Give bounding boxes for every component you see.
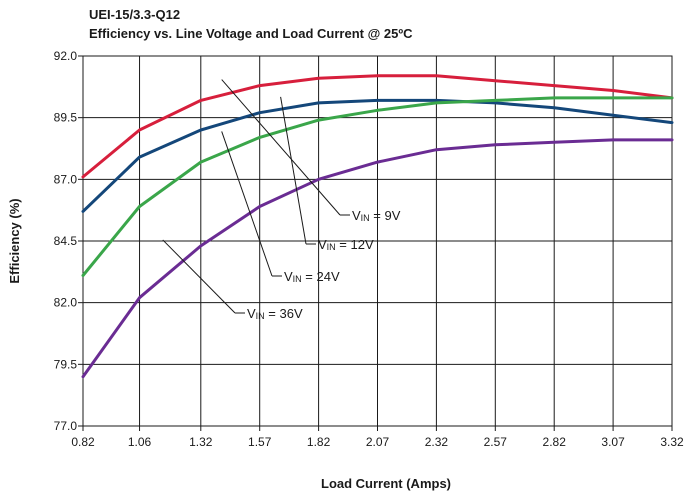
data-point (377, 75, 378, 77)
data-point (671, 122, 673, 124)
data-point (435, 102, 437, 104)
data-point (494, 80, 496, 82)
data-point (671, 97, 673, 99)
data-point (435, 75, 437, 77)
y-tick-label: 79.5 (54, 357, 78, 371)
y-axis-title: Efficiency (%) (7, 198, 22, 283)
data-point (318, 102, 320, 104)
series-label-value: = 24V (302, 269, 340, 284)
series-label-value: = 12V (336, 237, 374, 252)
x-tick-label: 3.07 (601, 435, 625, 449)
data-point (139, 129, 141, 131)
data-point (82, 376, 84, 378)
x-tick-label: 2.07 (366, 435, 390, 449)
x-tick-label: 3.32 (660, 435, 684, 449)
series-label: VIN = 9V (352, 208, 401, 223)
series-label-sub: IN (293, 274, 302, 284)
x-tick-label: 1.32 (189, 435, 213, 449)
data-point (139, 297, 141, 299)
chart-subtitle: Efficiency vs. Line Voltage and Load Cur… (89, 26, 413, 41)
y-tick-label: 82.0 (54, 296, 78, 310)
data-point (553, 97, 555, 99)
data-point (377, 99, 378, 101)
series-label-sub: IN (256, 311, 265, 321)
x-tick-label: 2.82 (543, 435, 567, 449)
data-point (553, 85, 555, 87)
series-label-sub: IN (327, 242, 336, 252)
x-tick-label: 1.57 (248, 435, 272, 449)
series-label-sub: IN (361, 213, 370, 223)
data-point (259, 205, 261, 207)
data-point (553, 107, 555, 109)
data-point (259, 136, 261, 138)
data-point (82, 275, 84, 277)
y-tick-label: 77.0 (54, 419, 78, 433)
data-point (494, 102, 496, 104)
x-tick-label: 1.82 (307, 435, 331, 449)
y-tick-label: 84.5 (54, 234, 78, 248)
x-tick-label: 2.32 (425, 435, 449, 449)
data-point (671, 139, 673, 141)
data-point (318, 77, 320, 79)
data-point (553, 141, 555, 143)
data-point (612, 90, 614, 92)
leader-line (221, 79, 341, 216)
leader-line (162, 239, 236, 314)
data-point (318, 119, 320, 121)
data-point (435, 99, 437, 101)
data-point (139, 156, 141, 158)
series-label: VIN = 24V (284, 269, 340, 284)
series-label-v: V (318, 237, 327, 252)
series-label: VIN = 36V (247, 306, 303, 321)
data-point (200, 161, 202, 163)
series-label-value: = 36V (265, 306, 303, 321)
data-point (377, 109, 378, 111)
y-tick-label: 92.0 (54, 49, 78, 63)
data-point (259, 85, 261, 87)
plot-frame (82, 55, 673, 427)
data-point (200, 129, 202, 131)
x-tick-label: 2.57 (484, 435, 508, 449)
series-label-v: V (284, 269, 293, 284)
data-point (435, 149, 437, 151)
y-tick-label: 87.0 (54, 172, 78, 186)
axes: 92.0 89.5 87.0 84.5 82.0 79.5 77.0 0.82 1.06 1.32… (54, 49, 684, 449)
series-label-v: V (352, 208, 361, 223)
data-point (612, 97, 614, 99)
data-point (200, 99, 202, 101)
data-point (200, 245, 202, 247)
data-point (494, 99, 496, 101)
series-lines (81, 74, 674, 379)
data-point (612, 139, 614, 141)
x-axis-title: Load Current (Amps) (321, 476, 451, 491)
data-point (377, 161, 378, 163)
series-label-v: V (247, 306, 256, 321)
chart-title: UEI-15/3.3-Q12 (89, 7, 180, 22)
data-point (494, 144, 496, 146)
x-tick-label: 0.82 (71, 435, 95, 449)
series-label-value: = 9V (370, 208, 401, 223)
data-point (82, 176, 84, 178)
data-point (259, 112, 261, 114)
leader-line (221, 131, 273, 277)
series-label: VIN = 12V (318, 237, 374, 252)
data-point (139, 205, 141, 207)
y-tick-label: 89.5 (54, 111, 78, 125)
x-tick-label: 1.06 (128, 435, 152, 449)
data-point (318, 178, 320, 180)
data-point (612, 114, 614, 116)
data-point (82, 210, 84, 212)
leader-line (280, 96, 307, 245)
